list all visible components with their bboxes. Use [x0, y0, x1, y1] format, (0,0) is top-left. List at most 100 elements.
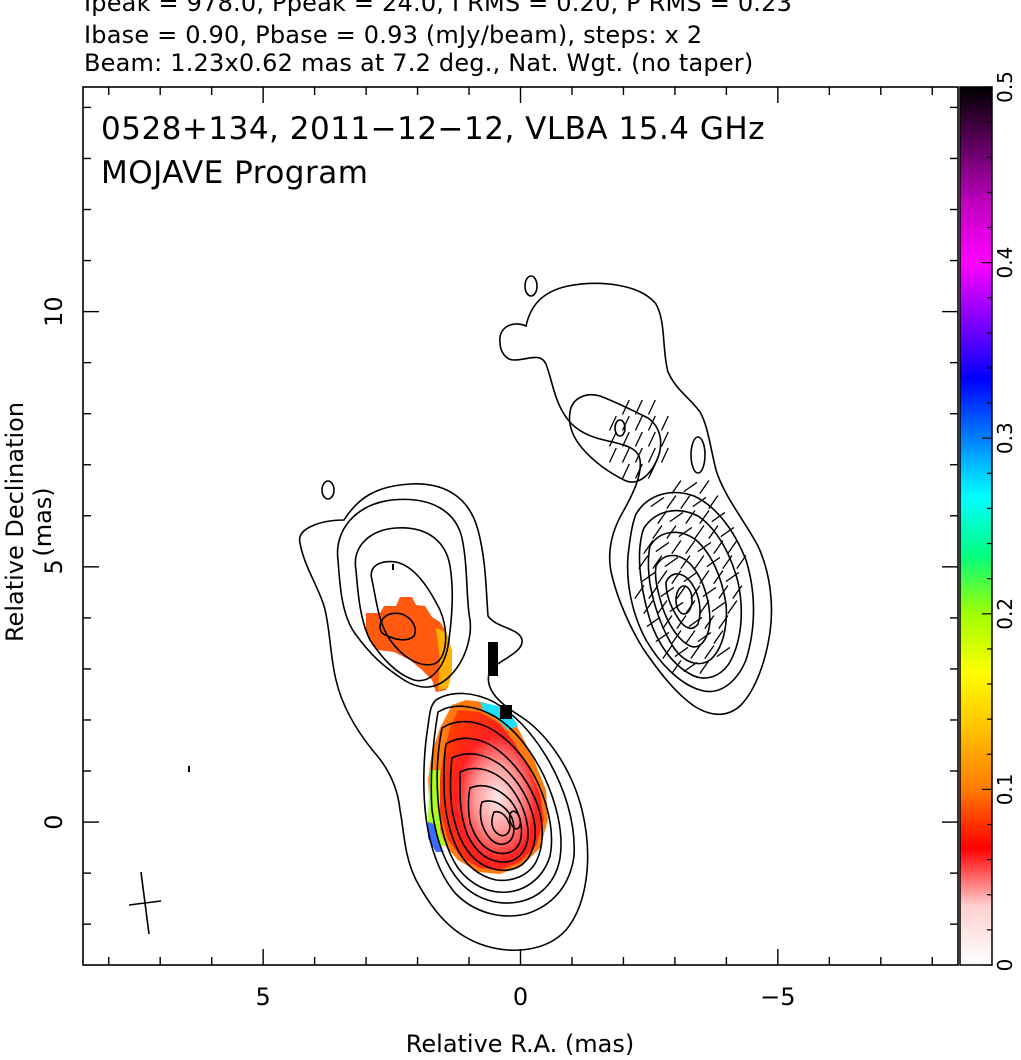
- evpa-tick: [708, 525, 719, 539]
- contour-core-9: [491, 810, 511, 837]
- evpa-tick: [674, 646, 689, 658]
- evpa-tick: [621, 399, 630, 415]
- contour-core-peak: [508, 810, 522, 830]
- plot-subtitle: MOJAVE Program: [101, 155, 369, 191]
- evpa-tick: [662, 645, 673, 659]
- evpa-tick: [718, 585, 729, 599]
- evpa-tick: [711, 601, 726, 613]
- evpa-tick: [647, 415, 656, 431]
- evpa-tick: [676, 585, 687, 599]
- evpa-tick: [704, 645, 715, 659]
- contour-core-7: [467, 784, 523, 855]
- evpa-tick: [671, 480, 682, 494]
- evpa-tick: [657, 600, 668, 614]
- evpa-vectors: [608, 399, 747, 674]
- contour-outer-knot-small: [614, 419, 626, 437]
- evpa-tick: [621, 415, 630, 431]
- evpa-tick: [671, 570, 682, 584]
- evpa-tick: [699, 570, 710, 584]
- evpa-tick: [692, 496, 707, 508]
- evpa-tick: [664, 556, 679, 568]
- evpa-tick: [643, 600, 654, 614]
- evpa-tick: [685, 630, 696, 644]
- evpa-tick: [713, 540, 724, 554]
- x-tick-label: 0: [513, 983, 528, 1011]
- contour-outer-knot-a: [568, 394, 662, 483]
- evpa-tick: [727, 600, 738, 614]
- x-tick-label: −5: [760, 983, 795, 1011]
- contour-core-3: [436, 720, 553, 893]
- evpa-tick: [676, 615, 687, 629]
- evpa-tick: [720, 526, 735, 538]
- pol-patch-black-bar: [488, 642, 498, 676]
- evpa-tick: [694, 555, 705, 569]
- contour-core-2: [430, 705, 562, 904]
- evpa-tick: [655, 541, 670, 553]
- evpa-tick: [660, 431, 669, 447]
- contour-inner-jet-4: [370, 560, 447, 666]
- evpa-tick: [634, 399, 643, 415]
- evpa-tick: [699, 660, 710, 674]
- evpa-tick: [662, 615, 673, 629]
- colorbar-tick-label: 0.1: [993, 773, 1017, 805]
- contour-inner-jet-3: [354, 527, 453, 682]
- evpa-tick: [608, 447, 617, 463]
- plot-title: 0528+134, 2011−12−12, VLBA 15.4 GHz: [101, 111, 765, 147]
- total-intensity-contours: [188, 275, 773, 951]
- evpa-tick: [666, 495, 677, 509]
- evpa-tick: [660, 586, 675, 598]
- x-tick-label: 5: [256, 983, 271, 1011]
- evpa-tick: [671, 630, 682, 644]
- header-beam: Beam: 1.23x0.62 mas at 7.2 deg., Nat. Wg…: [84, 49, 754, 77]
- contour-dot-jet: [392, 564, 394, 570]
- evpa-tick: [685, 510, 696, 524]
- evpa-tick: [608, 431, 617, 447]
- contour-outer-inner-jet: [298, 483, 589, 951]
- evpa-tick: [685, 540, 696, 554]
- header-peak-rms: Ipeak = 978.0, Ppeak = 24.0, I RMS = 0.2…: [84, 0, 793, 17]
- evpa-tick: [647, 431, 656, 447]
- contour-outer-knot-4: [654, 554, 711, 648]
- evpa-tick: [678, 526, 693, 538]
- contour-outer-knot-peak: [675, 585, 693, 615]
- evpa-tick: [683, 571, 698, 583]
- contour-outer-jet-halo: [499, 282, 773, 716]
- evpa-tick: [647, 463, 656, 479]
- evpa-tick: [660, 415, 669, 431]
- contour-inner-jet-peak: [379, 612, 417, 641]
- contour-islet-ne: [321, 480, 335, 500]
- evpa-tick: [669, 601, 684, 613]
- colorbar-tick-label: 0.3: [993, 422, 1017, 454]
- evpa-tick: [643, 540, 654, 554]
- evpa-tick: [671, 540, 682, 554]
- y-tick-label: 10: [40, 296, 68, 327]
- evpa-tick: [680, 555, 691, 569]
- evpa-tick: [704, 615, 715, 629]
- colorbar-tick-label: 0: [993, 959, 1017, 972]
- evpa-tick: [621, 447, 630, 463]
- evpa-tick: [727, 540, 738, 554]
- evpa-tick: [683, 481, 698, 493]
- evpa-tick: [736, 555, 747, 569]
- evpa-tick: [683, 661, 698, 673]
- contour-outer-knot-3: [647, 531, 728, 665]
- header-base-steps: Ibase = 0.90, Pbase = 0.93 (mJy/beam), s…: [84, 21, 703, 49]
- evpa-tick: [699, 480, 710, 494]
- beam-ellipse: [128, 871, 162, 935]
- evpa-tick: [722, 555, 733, 569]
- evpa-tick: [657, 570, 668, 584]
- axis-tick-labels: 5 0 −5 0 5 10: [40, 296, 796, 1011]
- evpa-tick: [647, 399, 656, 415]
- contour-core-1: [423, 692, 576, 917]
- contour-core-8: [479, 800, 515, 846]
- evpa-tick: [647, 447, 656, 463]
- contour-core-6: [459, 767, 529, 863]
- evpa-tick: [697, 631, 712, 643]
- evpa-tick: [634, 447, 643, 463]
- evpa-tick: [652, 525, 663, 539]
- evpa-tick: [694, 525, 705, 539]
- pol-patch-core-blue-edge: [428, 822, 444, 852]
- evpa-tick: [725, 571, 740, 583]
- evpa-tick: [685, 600, 696, 614]
- evpa-tick: [708, 495, 719, 509]
